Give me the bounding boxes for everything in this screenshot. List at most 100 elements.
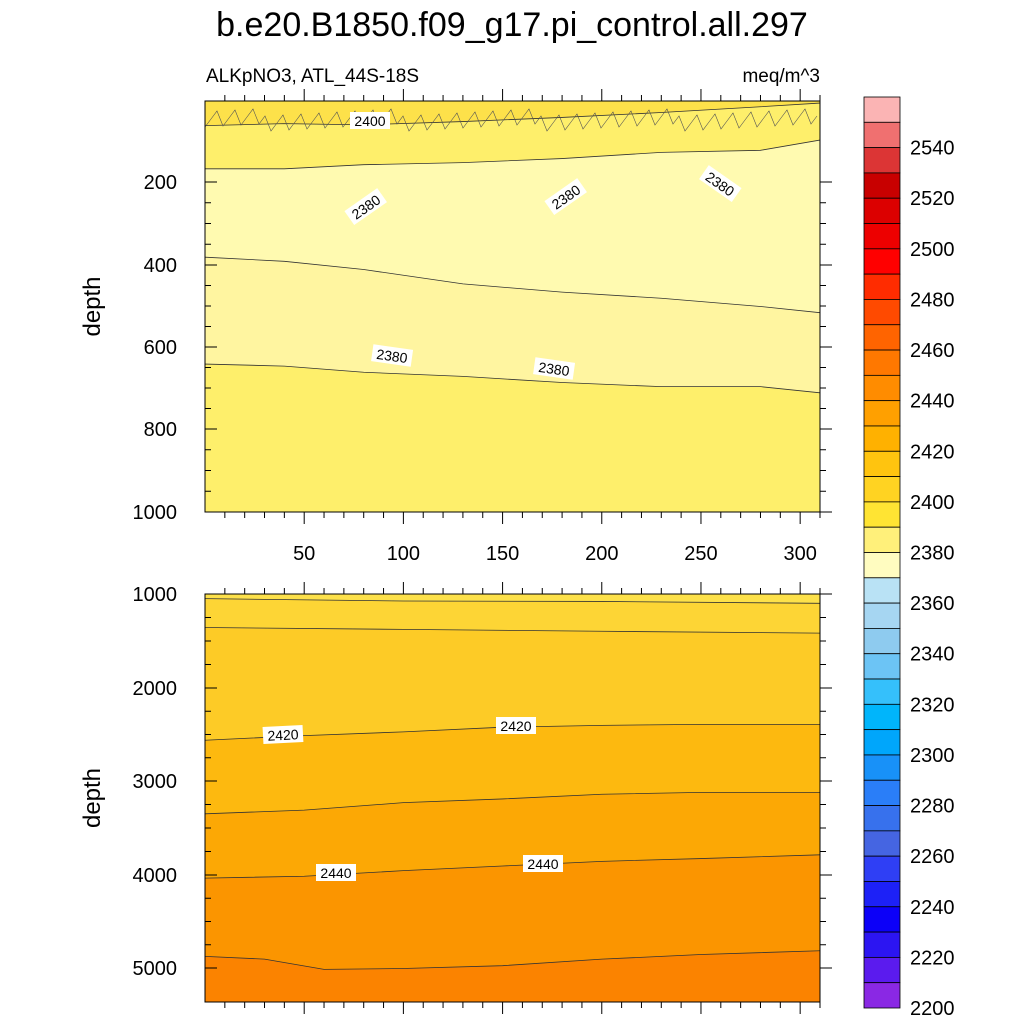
colorbar-label: 2400 — [910, 492, 955, 514]
y-tick-label: 1000 — [133, 502, 178, 524]
contour-band — [205, 792, 820, 879]
chart-subtitle-left: ALKpNO3, ATL_44S-18S — [206, 66, 419, 87]
y-tick-label: 800 — [144, 419, 177, 441]
colorbar-label: 2520 — [910, 188, 955, 210]
colorbar-swatch — [863, 273, 901, 300]
colorbar-swatch — [863, 602, 901, 629]
contour-band — [205, 724, 820, 814]
colorbar-swatch — [863, 299, 901, 326]
contour-band — [205, 594, 820, 604]
colorbar-label: 2320 — [910, 694, 955, 716]
colorbar-label: 2360 — [910, 593, 955, 615]
colorbar-swatch — [863, 906, 901, 933]
colorbar-label: 2220 — [910, 947, 955, 969]
x-tick-label: 200 — [585, 543, 618, 565]
lower-panel: 2420 2420 2440 2440 1000 2000 3000 4000 5000 dept… — [79, 582, 832, 1014]
y-tick-label: 5000 — [133, 958, 178, 980]
contour-label-text: 2440 — [320, 865, 351, 881]
colorbar-swatch — [863, 324, 901, 351]
contour-label: 2420 — [262, 724, 304, 745]
colorbar-swatch — [863, 881, 901, 908]
x-tick-label: 150 — [486, 543, 519, 565]
colorbar-swatch — [863, 223, 901, 250]
contour-band — [205, 103, 820, 169]
colorbar-swatch — [863, 96, 901, 123]
colorbar-swatch — [863, 779, 901, 806]
contour-label-text: 2380 — [375, 346, 408, 366]
contour-label: 2440 — [523, 855, 563, 872]
y-tick-label: 3000 — [133, 771, 178, 793]
colorbar-swatch — [863, 982, 901, 1009]
contour-line — [205, 108, 818, 132]
y-tick-label: 4000 — [133, 865, 178, 887]
colorbar-label: 2300 — [910, 745, 955, 767]
colorbar-swatch — [863, 754, 901, 781]
contour-band — [205, 364, 820, 512]
colorbar-swatch — [863, 653, 901, 680]
contour-label: 2380 — [533, 357, 576, 380]
contour-line — [205, 363, 820, 394]
contour-label: 2420 — [496, 717, 536, 734]
colorbar-label: 2280 — [910, 796, 955, 818]
colorbar-swatch — [863, 248, 901, 275]
x-tick-label: 300 — [783, 543, 816, 565]
contour-band — [205, 140, 820, 313]
y-tick-label: 400 — [144, 255, 177, 277]
y-axis-label: depth — [79, 276, 106, 336]
colorbar-swatch — [863, 400, 901, 427]
contour-band — [205, 627, 820, 741]
y-tick-label: 1000 — [133, 584, 178, 606]
colorbar-label: 2460 — [910, 340, 955, 362]
contour-line — [205, 792, 820, 815]
contour-line — [205, 102, 820, 127]
colorbar-label: 2200 — [910, 998, 955, 1020]
y-tick-label: 2000 — [133, 678, 178, 700]
colorbar-swatch — [863, 805, 901, 832]
contour-label-text: 2400 — [354, 113, 385, 129]
contour-line — [205, 139, 820, 170]
colorbar-swatch — [863, 147, 901, 174]
colorbar-swatch — [863, 476, 901, 503]
colorbar-swatch — [863, 855, 901, 882]
y-tick-label: 200 — [144, 172, 177, 194]
colorbar-swatch — [863, 628, 901, 655]
contour-label: 2440 — [316, 864, 356, 881]
contour-line — [205, 598, 820, 604]
colorbar-label: 2420 — [910, 441, 955, 463]
colorbar-label: 2260 — [910, 846, 955, 868]
colorbar-swatch — [863, 501, 901, 528]
colorbar-swatch — [863, 703, 901, 731]
colorbar-label: 2340 — [910, 644, 955, 666]
colorbar-label: 2540 — [910, 138, 955, 160]
contour-band — [205, 950, 820, 1002]
colorbar-swatch — [863, 121, 901, 149]
contour-label-text: 2420 — [500, 718, 531, 734]
colorbar-swatch — [863, 577, 901, 604]
colorbar-swatch — [863, 729, 901, 756]
chart-subtitle-right: meq/m^3 — [742, 66, 820, 87]
colorbar-swatch — [863, 931, 901, 958]
contour-label-text: 2380 — [537, 359, 570, 379]
colorbar-label: 2480 — [910, 289, 955, 311]
x-tick-label: 250 — [684, 543, 717, 565]
plot-frame — [204, 593, 821, 1003]
x-tick-label: 100 — [387, 543, 420, 565]
contour-label-text: 2420 — [267, 726, 299, 744]
x-tick-label: 50 — [293, 543, 315, 565]
colorbar-swatch — [863, 830, 901, 857]
contour-line — [205, 854, 820, 879]
colorbar-label: 2500 — [910, 239, 955, 261]
y-tick-label: 600 — [144, 337, 177, 359]
contour-line — [205, 256, 820, 314]
colorbar-label: 2240 — [910, 897, 955, 919]
contour-band — [205, 257, 820, 393]
contour-band — [205, 854, 820, 970]
colorbar-swatch — [863, 956, 901, 984]
colorbar-swatch — [863, 678, 901, 705]
colorbar-swatch — [863, 552, 901, 579]
contour-label-text: 2440 — [527, 856, 558, 872]
colorbar-swatch — [863, 526, 901, 553]
colorbar: 2540 2520 2500 2480 2460 2440 2420 2400 2380 2360… — [863, 96, 955, 1020]
